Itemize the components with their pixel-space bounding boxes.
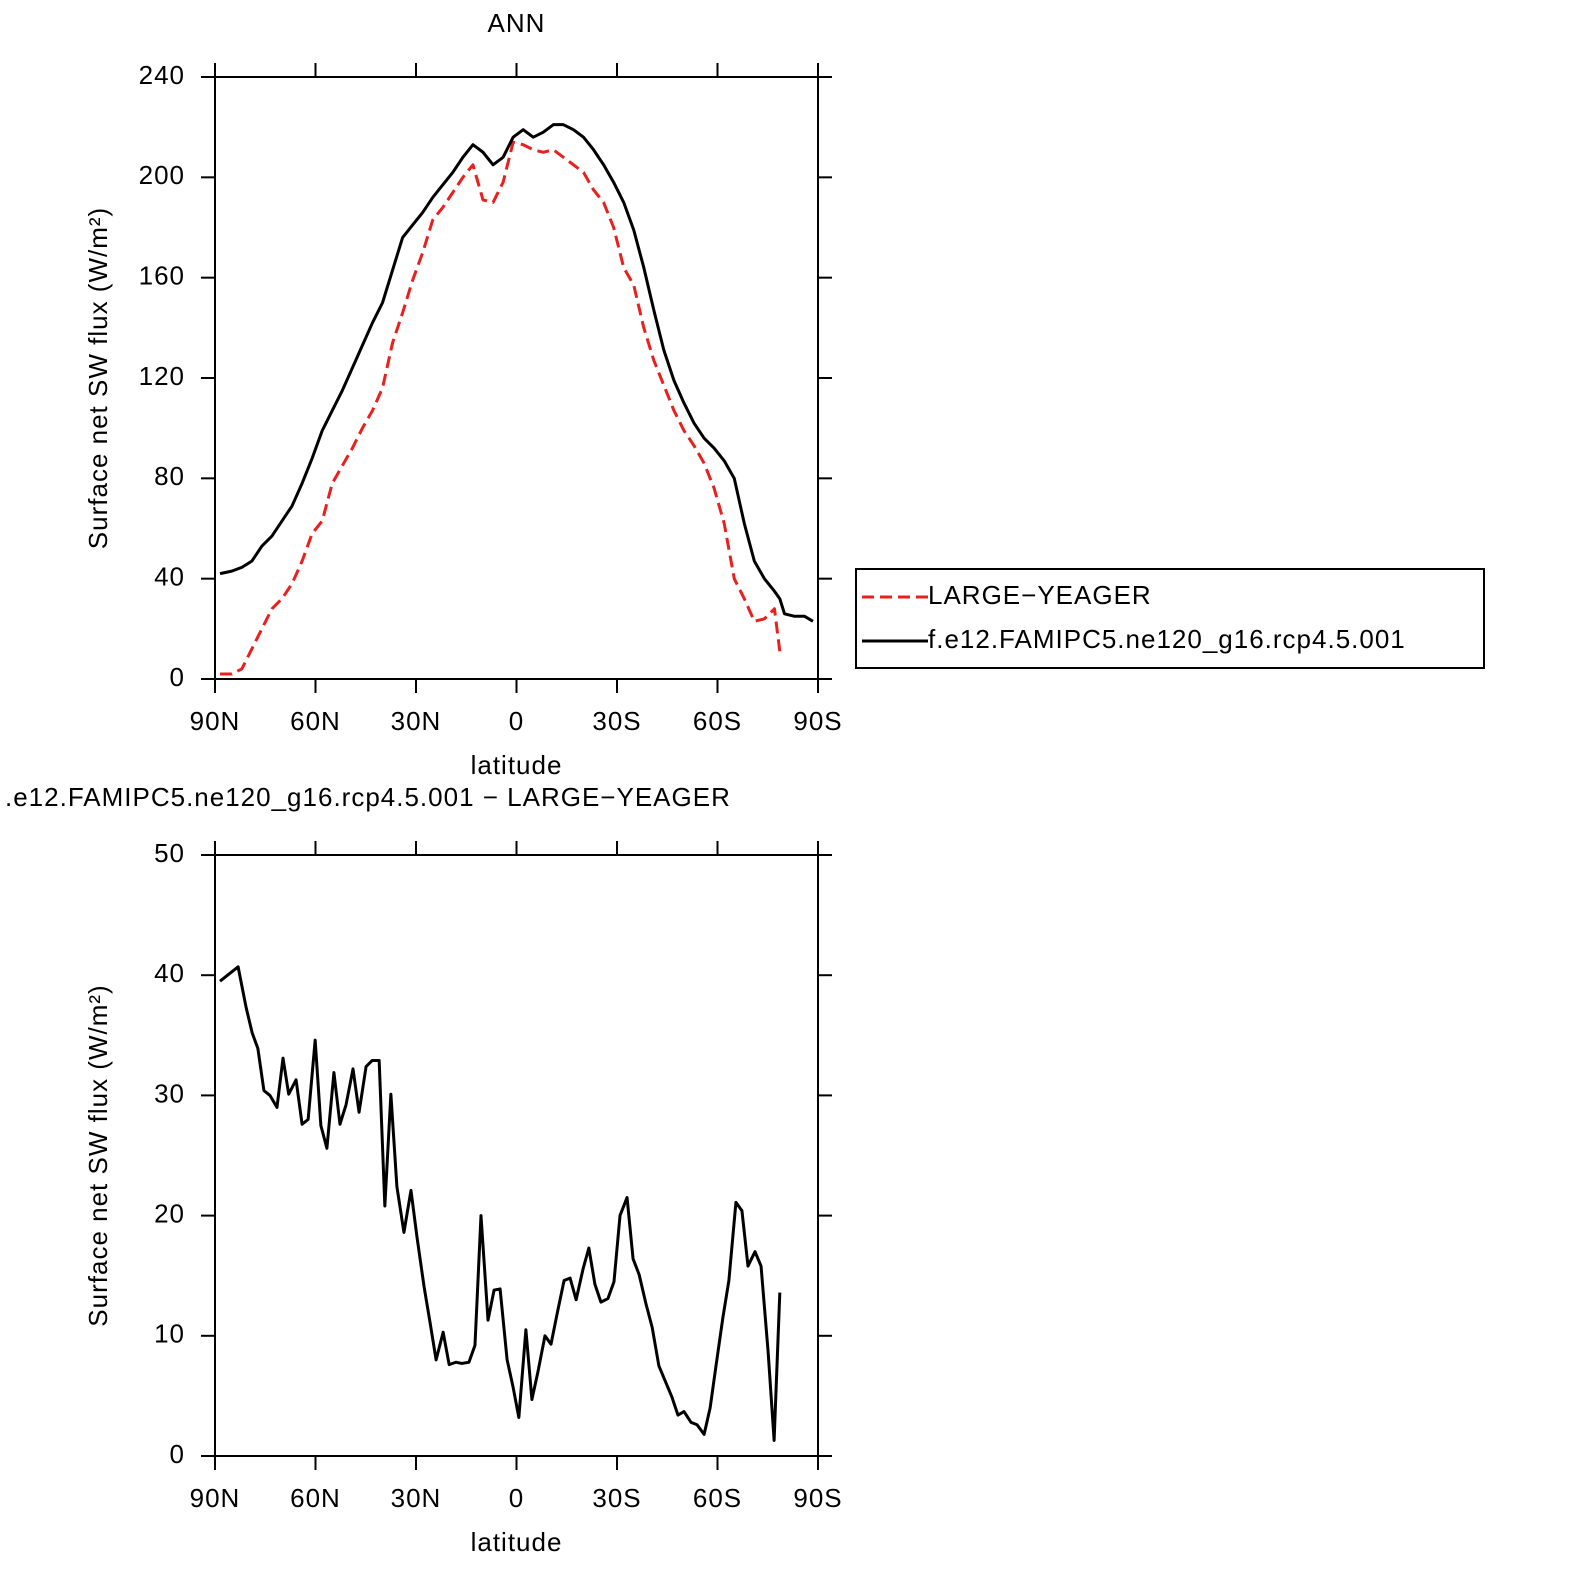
x-axis-label: latitude	[471, 750, 563, 780]
y-axis-label: Surface net SW flux (W/m²)	[83, 984, 113, 1326]
y-tick-label: 40	[154, 958, 185, 988]
x-tick-label: 60N	[290, 706, 341, 736]
legend-label: LARGE−YEAGER	[928, 580, 1152, 610]
legend-label: f.e12.FAMIPC5.ne120_g16.rcp4.5.001	[928, 624, 1406, 654]
x-tick-label: 30N	[391, 706, 442, 736]
y-tick-label: 50	[154, 838, 185, 868]
plot-frame	[214, 76, 819, 680]
x-tick-label: 90S	[793, 706, 842, 736]
y-tick-label: 160	[139, 261, 185, 291]
y-tick-label: 200	[139, 160, 185, 190]
x-tick-label: 30S	[592, 706, 641, 736]
data-line	[219, 965, 782, 1442]
chart-title: ANN	[488, 8, 546, 38]
y-tick-label: 80	[154, 461, 185, 491]
y-tick-label: 30	[154, 1078, 185, 1108]
y-tick-label: 40	[154, 562, 185, 592]
x-tick-label: 60S	[693, 1483, 742, 1513]
data-line	[220, 140, 782, 676]
y-tick-label: 0	[170, 662, 185, 692]
x-tick-label: 0	[509, 1483, 524, 1513]
y-tick-label: 20	[154, 1198, 185, 1228]
x-tick-label: 30N	[391, 1483, 442, 1513]
x-tick-label: 90N	[190, 1483, 241, 1513]
y-tick-label: 120	[139, 361, 185, 391]
chart-title: .e12.FAMIPC5.ne120_g16.rcp4.5.001 − LARG…	[5, 782, 731, 812]
x-tick-label: 90S	[793, 1483, 842, 1513]
x-tick-label: 90N	[190, 706, 241, 736]
x-tick-label: 60N	[290, 1483, 341, 1513]
x-tick-label: 60S	[693, 706, 742, 736]
y-tick-label: 240	[139, 60, 185, 90]
y-axis-label: Surface net SW flux (W/m²)	[83, 207, 113, 549]
plot-frame	[214, 854, 819, 1457]
x-axis-label: latitude	[471, 1527, 563, 1557]
data-line	[219, 123, 814, 623]
x-tick-label: 30S	[592, 1483, 641, 1513]
x-tick-label: 0	[509, 706, 524, 736]
y-tick-label: 10	[154, 1319, 185, 1349]
legend-frame	[855, 568, 1485, 669]
y-tick-label: 0	[170, 1439, 185, 1469]
